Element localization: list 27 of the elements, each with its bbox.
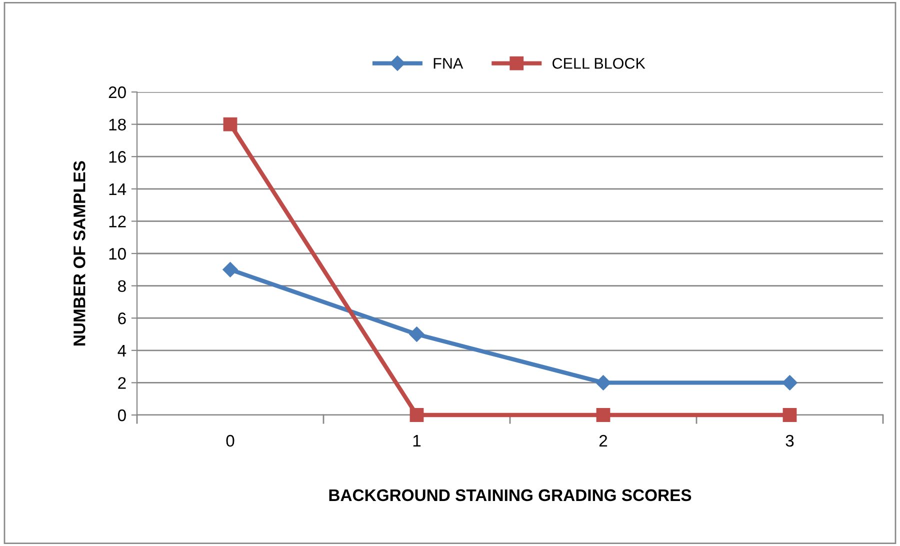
y-tick-label: 0 [118, 409, 126, 422]
y-tick-label: 18 [109, 118, 126, 131]
x-tick-label: 2 [599, 434, 608, 447]
point [410, 408, 424, 422]
legend-label: CELL BLOCK [552, 58, 646, 69]
y-tick-label: 14 [109, 183, 126, 195]
point [222, 262, 238, 278]
y-tick-label: 2 [118, 377, 126, 389]
y-tick-label: 20 [108, 86, 126, 98]
y-axis-title: NUMBER OF SAMPLES [74, 161, 86, 346]
y-tick-label: 10 [109, 248, 126, 260]
point [596, 408, 610, 422]
legend-label: FNA [434, 58, 464, 69]
y-tick-label: 6 [118, 312, 126, 324]
y-tick-label: 16 [109, 151, 126, 163]
point [223, 117, 238, 132]
x-axis-title: BACKGROUND STAINING GRADING SCORES [329, 489, 692, 502]
point [596, 375, 611, 390]
point [409, 326, 424, 342]
point [782, 375, 798, 390]
y-tick-label: 8 [118, 280, 126, 292]
y-tick-label: 12 [109, 216, 126, 228]
y-tick-label: 4 [118, 344, 126, 356]
x-tick-label: 0 [226, 434, 234, 447]
point [782, 408, 797, 422]
x-tick-label: 1 [413, 435, 421, 447]
x-tick-label: 3 [786, 434, 794, 447]
